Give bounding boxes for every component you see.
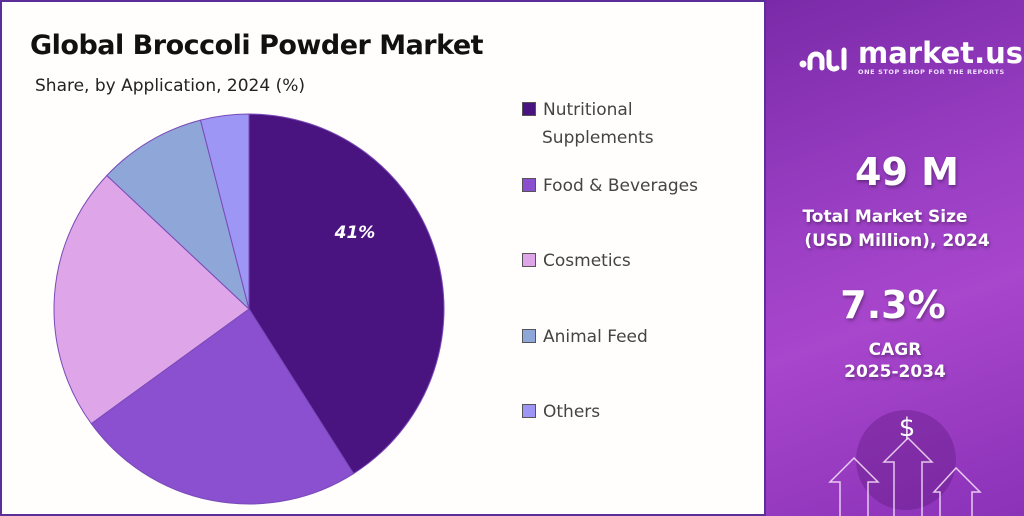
- legend-label: Nutritional: [543, 100, 633, 120]
- pie-slice-nutritional-supplements: [248, 113, 445, 475]
- legend-swatch: [522, 178, 536, 192]
- market-size-label: Total Market Size: [802, 207, 968, 227]
- brand-tagline: ONE STOP SHOP FOR THE REPORTS: [858, 68, 1005, 76]
- dollar-arrows-icon: $: [828, 410, 982, 516]
- chart-title: Global Broccoli Powder Market: [30, 30, 484, 61]
- market-us-logo-icon: [799, 47, 847, 72]
- legend-swatch: [522, 102, 536, 116]
- dollar-sign: $: [899, 413, 916, 443]
- legend-label: Food & Beverages: [543, 176, 698, 196]
- legend-label: Cosmetics: [543, 251, 631, 271]
- cagr-label: CAGR: [868, 340, 922, 360]
- legend-item-cosmetics: Cosmetics: [522, 247, 631, 275]
- chart-subtitle: Share, by Application, 2024 (%): [35, 76, 305, 96]
- legend-item-others: Others: [522, 398, 600, 426]
- brand-name: market.us: [858, 36, 1024, 70]
- pie-slice-others: [199, 113, 250, 310]
- legend-item-animal-feed: Animal Feed: [522, 323, 648, 351]
- market-size-sublabel: (USD Million), 2024: [804, 231, 990, 251]
- legend-item-nutritional-supplements: Nutritional Supplements: [522, 96, 654, 152]
- legend-item-food-beverages: Food & Beverages: [522, 172, 698, 200]
- cagr-period: 2025-2034: [844, 362, 946, 382]
- market-size-value: 49 M: [855, 150, 959, 194]
- legend-swatch: [522, 329, 536, 343]
- cagr-value: 7.3%: [840, 283, 946, 327]
- legend-label: Supplements: [542, 128, 654, 148]
- legend-swatch: [522, 253, 536, 267]
- data-label-nutritional-supplements: 41%: [334, 223, 376, 243]
- legend-swatch: [522, 404, 536, 418]
- pie-slice-cosmetics: [53, 174, 250, 425]
- pie-slice-animal-feed: [106, 119, 250, 311]
- pie-chart: 41%: [53, 113, 445, 505]
- summary-panel: market.us ONE STOP SHOP FOR THE REPORTS …: [766, 0, 1024, 516]
- legend-label: Animal Feed: [543, 327, 648, 347]
- chart-panel: Global Broccoli Powder Market Share, by …: [0, 0, 766, 516]
- pie-slice-food-beverages: [90, 308, 355, 505]
- legend-label: Others: [543, 402, 601, 422]
